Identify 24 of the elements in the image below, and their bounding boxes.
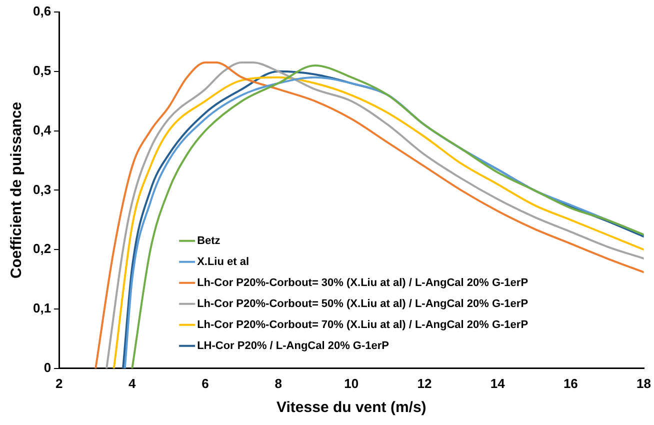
x-tick-label: 6 [202,376,209,391]
legend-label: LH-Cor P20% / L-AngCal 20% G-1erP [197,340,390,352]
y-tick-label: 0,2 [32,241,52,256]
legend-label: X.Liu et al [197,256,250,268]
x-tick-label: 14 [490,376,506,391]
legend-label: Lh-Cor P20%-Corbout= 50% (X.Liu at al) / L-AngCal 20% G-1erP [197,298,528,310]
x-tick-label: 16 [563,376,578,391]
y-tick-label: 0,3 [32,182,52,197]
y-tick-label: 0,4 [32,122,52,138]
y-tick-label: 0,1 [32,300,52,316]
y-tick-label: 0,5 [32,62,52,78]
legend-label: Lh-Cor P20%-Corbout= 70% (X.Liu at al) / L-AngCal 20% G-1erP [197,318,528,331]
x-axis-title: Vitesse du vent (m/s) [276,399,426,416]
y-tick-label: 0,6 [32,4,52,19]
x-tick-label: 10 [344,376,359,391]
legend-label: Lh-Cor P20%-Corbout= 30% (X.Liu at al) / L-AngCal 20% G-1erP [197,276,528,289]
x-tick-label: 2 [55,376,63,391]
x-tick-label: 4 [128,376,137,391]
y-tick-label: 0 [44,360,52,375]
y-axis-title: Coefficient de puissance [8,102,26,279]
x-tick-label: 12 [417,376,432,391]
x-tick-label: 8 [274,376,282,391]
x-tick-label: 18 [636,376,652,391]
legend-label: Betz [197,234,221,247]
